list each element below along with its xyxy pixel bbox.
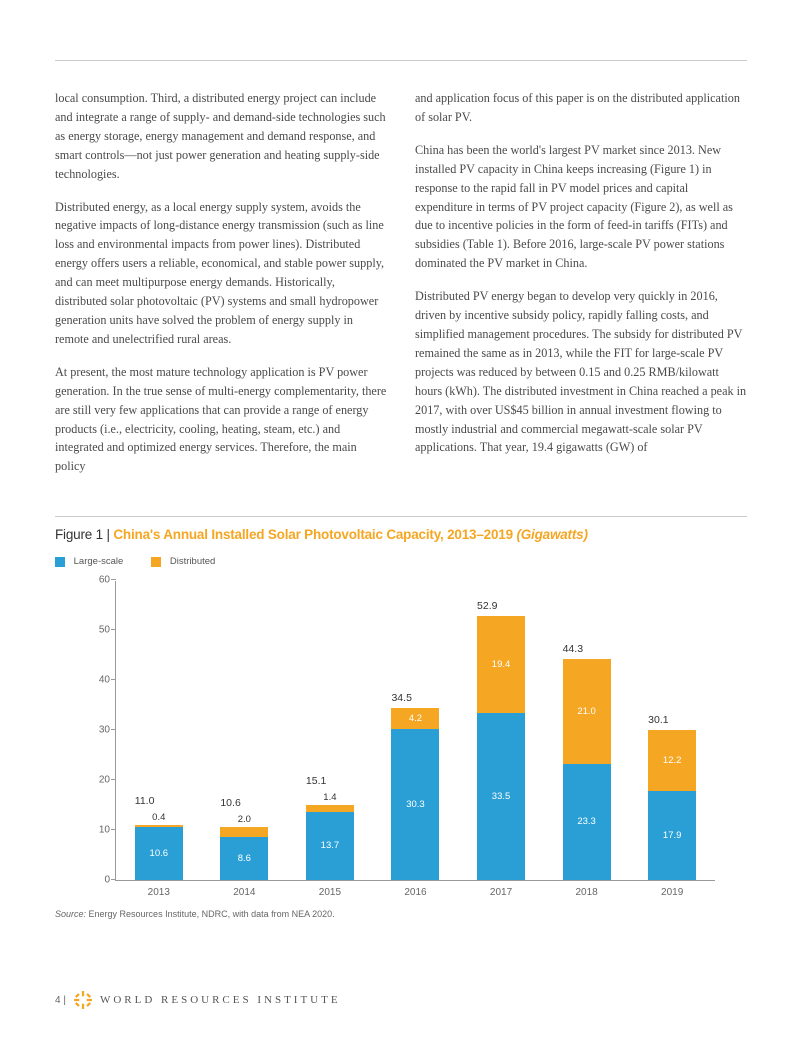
bar-total-label: 30.1 (648, 714, 668, 726)
wri-logo-icon (74, 991, 92, 1009)
x-category-label: 2018 (563, 887, 611, 898)
legend-large-scale: Large-scale (55, 556, 123, 567)
bar-total-label: 10.6 (220, 797, 240, 809)
source-text: Energy Resources Institute, NDRC, with d… (86, 909, 335, 919)
bar-segment-distributed (220, 827, 268, 837)
y-tick-label: 40 (88, 675, 110, 686)
bars-container: 0.410.611.020132.08.610.620141.413.715.1… (116, 581, 715, 880)
para-l3: At present, the most mature technology a… (55, 363, 387, 476)
bar-group: 17.912.230.12019 (648, 730, 696, 881)
bar-total-label: 15.1 (306, 775, 326, 787)
figure-unit: (Gigawatts) (516, 527, 587, 542)
y-tick-label: 60 (88, 575, 110, 586)
figure-1: Figure 1 | China's Annual Installed Sola… (55, 516, 747, 919)
right-column: and application focus of this paper is o… (415, 89, 747, 490)
bar-segment-large-scale: 17.9 (648, 791, 696, 881)
stacked-bar-chart: 01020304050600.410.611.020132.08.610.620… (115, 581, 715, 881)
bar-value-large-scale: 8.6 (238, 853, 251, 864)
bar-segment-distributed (306, 805, 354, 812)
source-lead: Source: (55, 909, 86, 919)
bar-value-large-scale: 33.5 (492, 791, 511, 802)
legend-distributed: Distributed (151, 556, 215, 567)
bar-segment-distributed: 4.2 (391, 708, 439, 729)
bar-segment-large-scale: 30.3 (391, 729, 439, 881)
bar-value-distributed: 2.0 (238, 814, 251, 825)
bar-segment-large-scale: 13.7 (306, 812, 354, 881)
x-category-label: 2019 (648, 887, 696, 898)
x-category-label: 2017 (477, 887, 525, 898)
page-footer: 4 | WORLD RESOURCES INSTITUTE (55, 991, 341, 1009)
bar-segment-large-scale: 10.6 (135, 827, 183, 880)
wri-org-name: WORLD RESOURCES INSTITUTE (100, 994, 341, 1006)
legend-distributed-label: Distributed (170, 556, 215, 567)
bar-group: 33.519.452.92017 (477, 616, 525, 881)
bar-segment-distributed: 12.2 (648, 730, 696, 791)
bar-total-label: 44.3 (563, 643, 583, 655)
bar-value-distributed: 4.2 (409, 713, 422, 724)
bar-value-large-scale: 17.9 (663, 830, 682, 841)
swatch-large-scale (55, 557, 65, 567)
chart-wrap: 01020304050600.410.611.020132.08.610.620… (115, 581, 715, 881)
bar-group: 1.413.715.12015 (306, 805, 354, 881)
para-l1: local consumption. Third, a distributed … (55, 89, 387, 184)
y-tick-label: 50 (88, 625, 110, 636)
figure-title: Figure 1 | China's Annual Installed Sola… (55, 527, 747, 542)
y-tick-label: 10 (88, 825, 110, 836)
bar-segment-distributed: 19.4 (477, 616, 525, 713)
bar-value-distributed: 21.0 (577, 706, 596, 717)
left-column: local consumption. Third, a distributed … (55, 89, 387, 490)
x-category-label: 2014 (220, 887, 268, 898)
y-tick-label: 0 (88, 875, 110, 886)
x-category-label: 2016 (391, 887, 439, 898)
page-number-value: 4 (55, 995, 61, 1006)
bar-value-distributed: 1.4 (323, 792, 336, 803)
swatch-distributed (151, 557, 161, 567)
para-r2: China has been the world's largest PV ma… (415, 141, 747, 273)
legend-large-scale-label: Large-scale (74, 556, 124, 567)
bar-value-distributed: 19.4 (492, 659, 511, 670)
page-sep: | (63, 995, 66, 1006)
bar-segment-distributed: 21.0 (563, 659, 611, 764)
y-tick-label: 30 (88, 725, 110, 736)
bar-value-large-scale: 13.7 (321, 840, 340, 851)
bar-value-distributed: 0.4 (152, 812, 165, 823)
x-category-label: 2013 (135, 887, 183, 898)
top-rule (55, 60, 747, 61)
bar-group: 2.08.610.62014 (220, 827, 268, 880)
para-r1: and application focus of this paper is o… (415, 89, 747, 127)
page-number: 4 | (55, 995, 66, 1006)
bar-segment-distributed (135, 825, 183, 827)
bar-group: 23.321.044.32018 (563, 659, 611, 881)
figure-sep: | (107, 527, 110, 542)
bar-total-label: 34.5 (391, 692, 411, 704)
para-l2: Distributed energy, as a local energy su… (55, 198, 387, 349)
bar-group: 0.410.611.02013 (135, 825, 183, 880)
bar-group: 30.34.234.52016 (391, 708, 439, 881)
bar-value-large-scale: 30.3 (406, 799, 425, 810)
figure-title-text: China's Annual Installed Solar Photovolt… (113, 527, 513, 542)
bar-segment-large-scale: 8.6 (220, 837, 268, 880)
bar-total-label: 11.0 (135, 795, 155, 807)
x-category-label: 2015 (306, 887, 354, 898)
figure-source: Source: Energy Resources Institute, NDRC… (55, 909, 747, 919)
bar-segment-large-scale: 33.5 (477, 713, 525, 881)
figure-number: Figure 1 (55, 527, 103, 542)
bar-value-distributed: 12.2 (663, 755, 682, 766)
y-tick-mark (111, 579, 116, 580)
bar-total-label: 52.9 (477, 600, 497, 612)
bar-value-large-scale: 10.6 (150, 848, 169, 859)
body-columns: local consumption. Third, a distributed … (55, 89, 747, 490)
chart-legend: Large-scale Distributed (55, 556, 747, 567)
figure-rule (55, 516, 747, 517)
bar-value-large-scale: 23.3 (577, 816, 596, 827)
bar-segment-large-scale: 23.3 (563, 764, 611, 881)
y-tick-label: 20 (88, 775, 110, 786)
para-r3: Distributed PV energy began to develop v… (415, 287, 747, 457)
